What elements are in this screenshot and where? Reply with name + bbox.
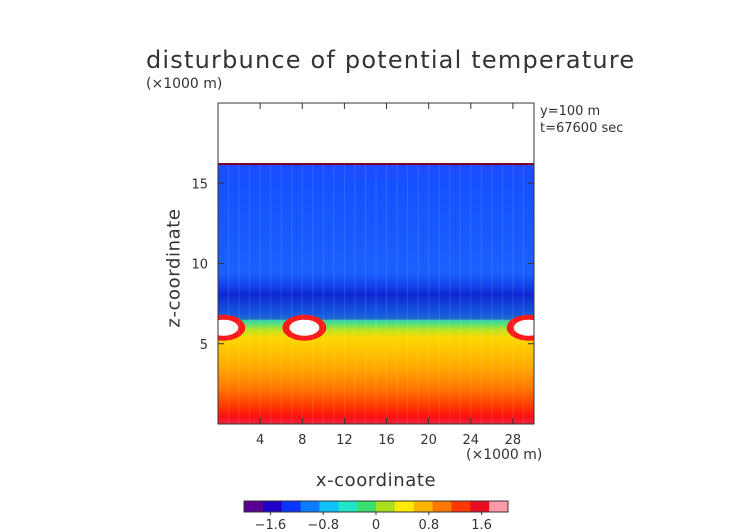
colorbar-swatch <box>319 501 339 512</box>
colorbar-tick-label: −0.8 <box>307 518 339 532</box>
colorbar-tick-label: 0 <box>372 518 380 532</box>
colorbar-tick-label: −1.6 <box>255 518 287 532</box>
x-tick-label: 24 <box>463 433 480 448</box>
chart-title: disturbunce of potential temperature <box>146 46 636 74</box>
cold-cell-core <box>513 319 534 336</box>
colorbar-swatch <box>432 501 452 512</box>
colorbar-swatch <box>451 501 471 512</box>
time-annotation: t=67600 sec <box>540 121 624 136</box>
cold-cell-core <box>218 319 239 336</box>
colorbar-swatch <box>281 501 302 512</box>
colorbar-swatch <box>394 501 415 512</box>
cold-cell-core <box>289 319 320 336</box>
x-tick-label: 12 <box>336 433 353 448</box>
colorbar: −1.6 −0.8 0 0.8 1.6 <box>243 500 509 532</box>
colorbar-swatch <box>357 501 377 512</box>
y-tick-label: 5 <box>200 338 208 353</box>
x-tick-label: 16 <box>378 433 395 448</box>
y-tick-label: 15 <box>191 177 208 192</box>
colorbar-swatch <box>300 501 320 512</box>
x-tick-label: 8 <box>298 433 306 448</box>
colorbar-swatch <box>244 501 264 512</box>
cold-layer-band <box>218 292 534 320</box>
x-tick-label: 4 <box>256 433 264 448</box>
colorbar-swatch <box>413 501 434 512</box>
colorbar-tick-label: 1.6 <box>471 518 492 532</box>
x-axis-unit: (×1000 m) <box>466 447 543 463</box>
x-axis-label: x-coordinate <box>315 470 437 491</box>
z-axis-unit: (×1000 m) <box>146 76 223 92</box>
colorbar-swatch <box>489 501 509 512</box>
colorbar-tick-label: 0.8 <box>418 518 439 532</box>
colorbar-swatch <box>338 501 358 512</box>
y-location-annotation: y=100 m <box>540 104 601 119</box>
colorbar-swatch <box>376 501 396 512</box>
colorbar-swatch <box>470 501 490 512</box>
x-tick-label: 28 <box>505 433 522 448</box>
colorbar-swatch <box>262 501 283 512</box>
y-tick-label: 10 <box>191 258 208 273</box>
x-tick-label: 20 <box>420 433 437 448</box>
